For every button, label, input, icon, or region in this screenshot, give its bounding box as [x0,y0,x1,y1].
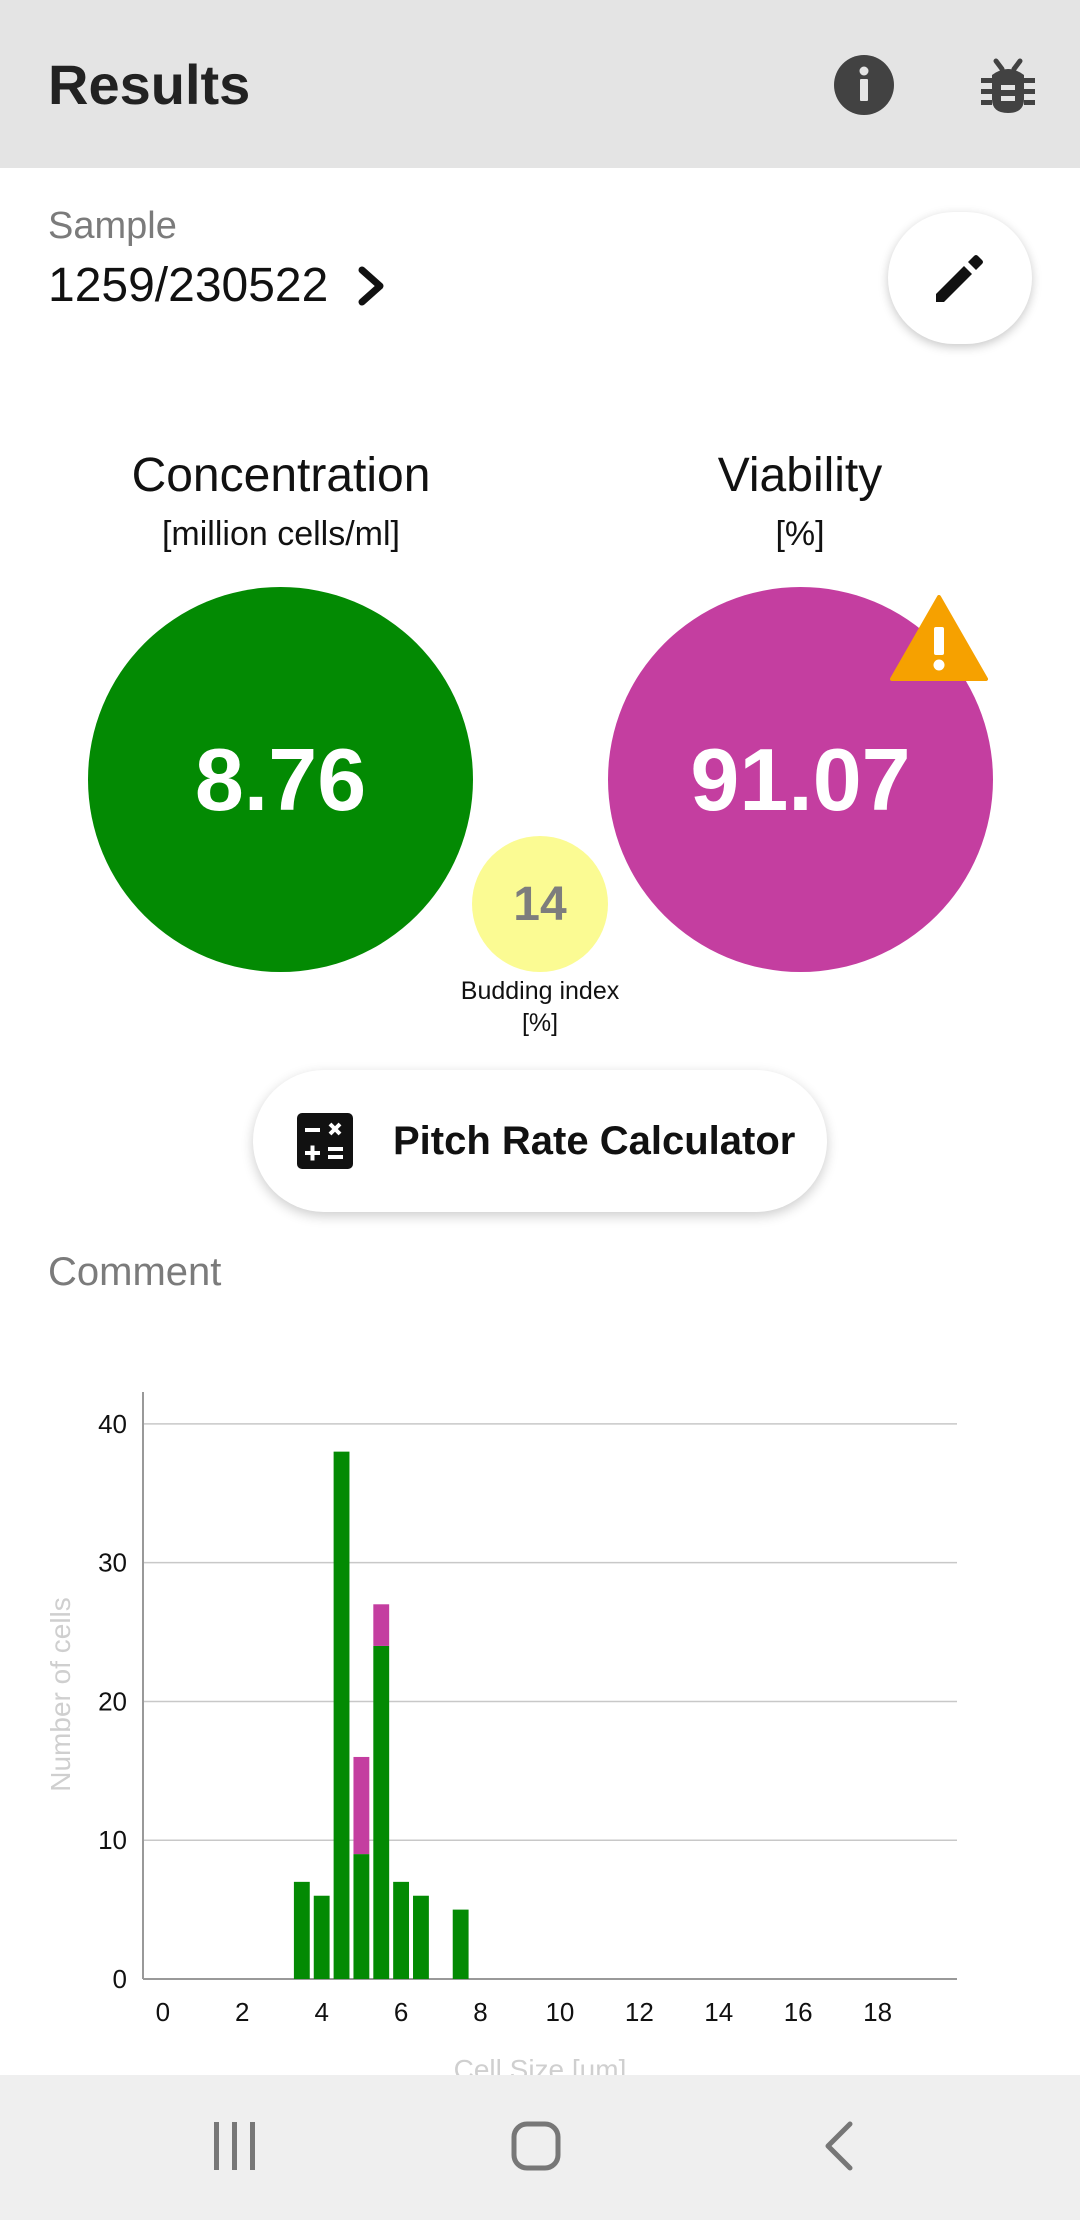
histogram-bar [293,1881,310,1979]
calculator-icon [297,1113,353,1169]
y-tick-label: 40 [98,1409,127,1439]
pitch-rate-calculator-label: Pitch Rate Calculator [393,1118,796,1163]
warning-icon[interactable] [890,595,988,681]
y-axis-label: Number of cells [45,1597,76,1792]
sample-selector[interactable]: 1259/230522 [48,258,386,313]
x-tick-label: 18 [863,1997,892,2027]
budding-index-title: Budding index [460,977,620,1005]
x-tick-label: 4 [314,1997,328,2027]
x-tick-label: 2 [235,1997,249,2027]
x-tick-label: 8 [473,1997,487,2027]
viability-unit: [%] [775,515,825,553]
budding-index-value: 14 [472,836,608,972]
histogram-bar [393,1881,410,1979]
budding-index-label: Budding index [%] [420,975,660,1039]
histogram-bar [353,1756,370,1855]
pencil-icon [936,255,983,302]
x-tick-label: 10 [545,1997,574,2027]
budding-index-unit: [%] [521,1009,559,1037]
histogram-bar [313,1895,330,1979]
edit-button[interactable] [888,212,1032,344]
app-bar: Results [0,0,1080,168]
sample-id: 1259/230522 [48,259,329,312]
info-icon[interactable] [834,55,894,115]
concentration-title: Concentration [131,449,431,502]
y-tick-label: 20 [98,1686,127,1716]
x-tick-label: 0 [156,1997,170,2027]
histogram-bar [353,1854,370,1979]
page-title: Results [48,53,251,116]
x-tick-label: 12 [625,1997,654,2027]
histogram-bar [413,1895,429,1979]
histogram-bar [373,1604,390,1646]
concentration-value: 8.76 [88,587,473,972]
recent-apps-icon[interactable] [210,2120,260,2172]
histogram-bar [452,1909,469,1979]
x-tick-label: 16 [784,1997,813,2027]
home-icon[interactable] [510,2120,562,2172]
chevron-right-icon [358,266,384,305]
bug-icon[interactable] [978,55,1038,115]
y-tick-label: 10 [98,1825,127,1855]
pitch-rate-calculator-button[interactable]: Pitch Rate Calculator [253,1070,827,1212]
x-tick-label: 14 [704,1997,733,2027]
y-tick-label: 30 [98,1548,127,1578]
back-icon[interactable] [822,2120,856,2172]
sample-label: Sample [48,205,177,247]
system-nav-bar [0,2075,1080,2220]
histogram-bar [373,1645,390,1979]
histogram-bar [333,1451,350,1979]
concentration-unit: [million cells/ml] [161,515,401,553]
viability-title: Viability [717,449,883,502]
cell-size-histogram: 0 10 20 30 40 0 2 4 6 8 10 12 14 16 18 Number of cell… [45,1392,957,2080]
y-tick-label: 0 [113,1964,127,1994]
comment-field[interactable]: Comment [48,1250,222,1294]
x-tick-label: 6 [394,1997,408,2027]
